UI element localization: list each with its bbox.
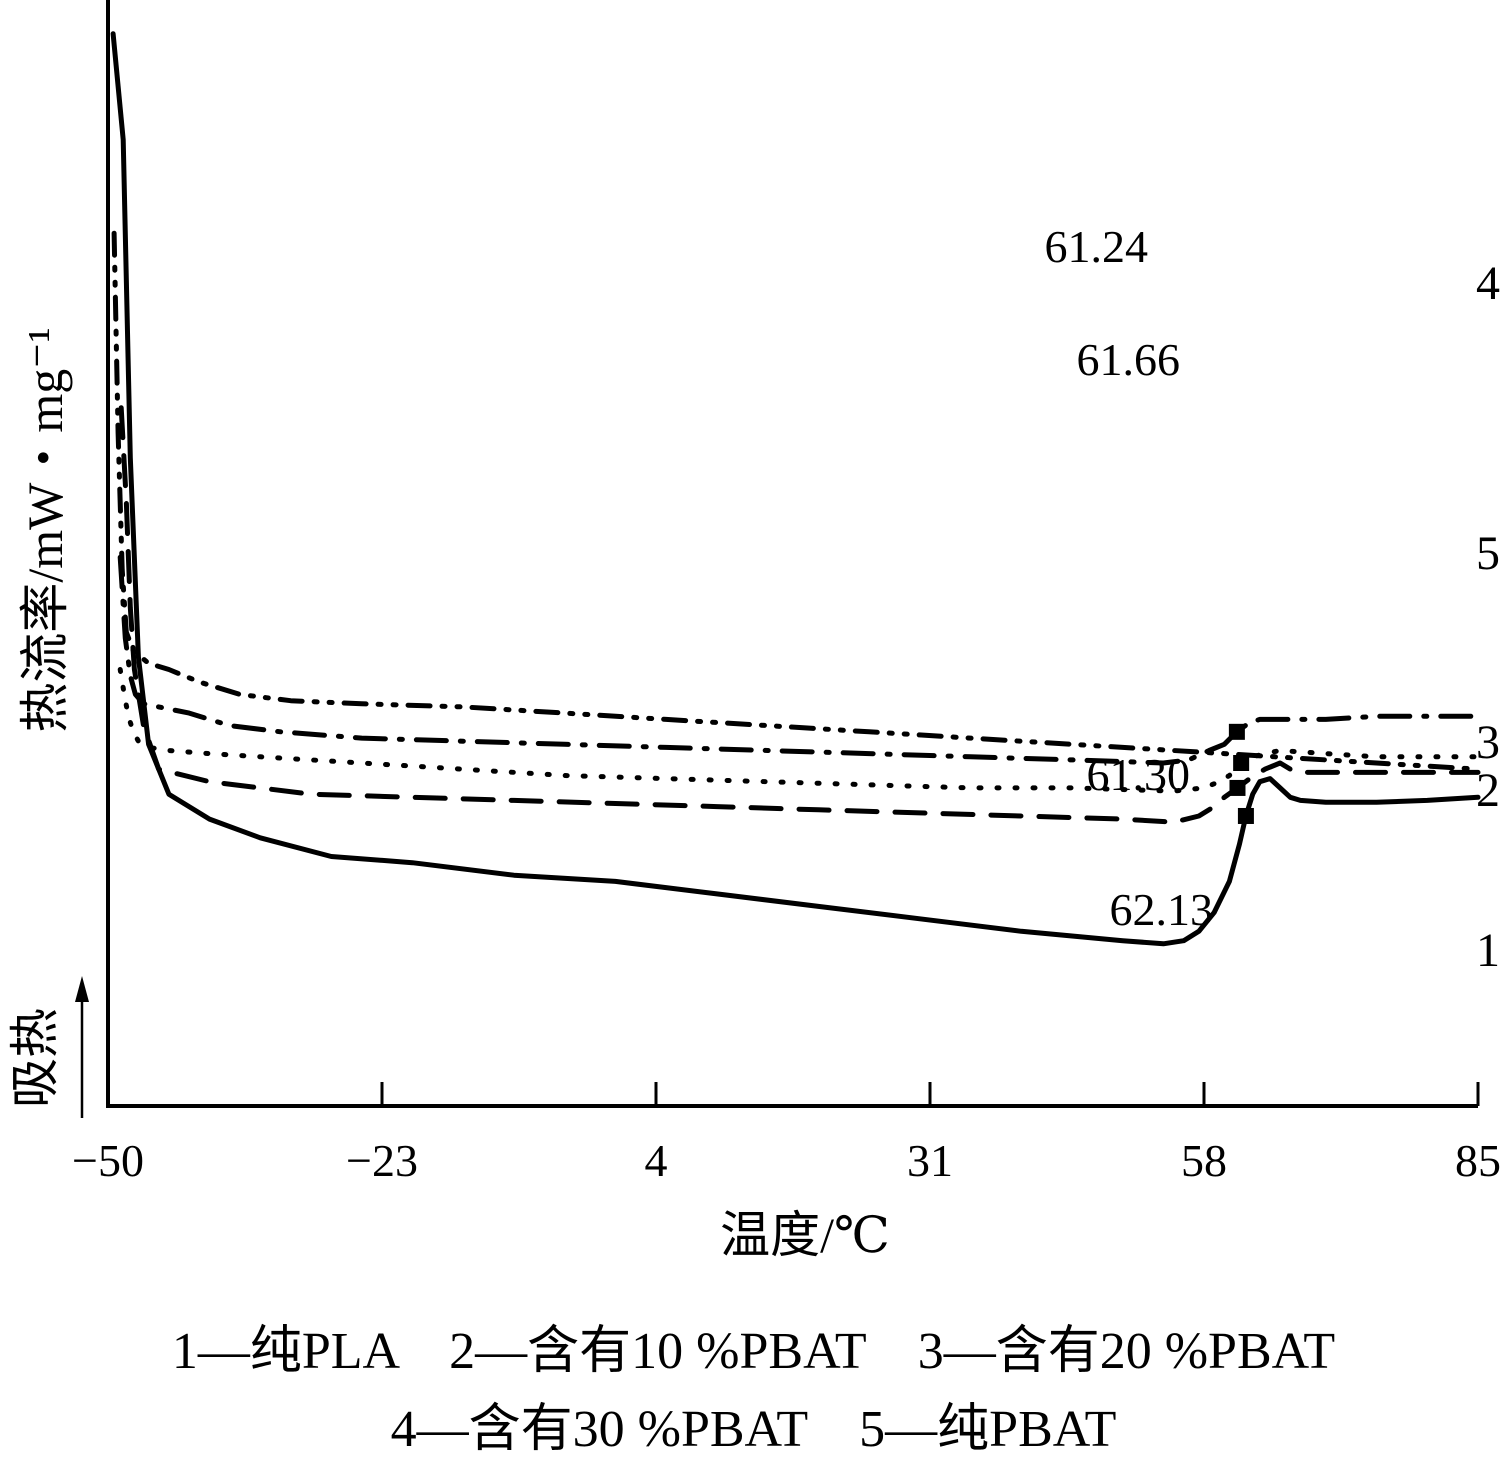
series-label-4: 4: [1476, 257, 1500, 310]
tg-marker-1: [1237, 807, 1254, 824]
series-3-line: [117, 667, 1481, 794]
series-1-line: [110, 31, 1481, 947]
tg-annotation-1: 62.13: [1110, 884, 1214, 935]
series-label-3: 3: [1476, 716, 1500, 769]
endotherm-arrow-icon: [75, 976, 89, 1118]
series-lines: [110, 31, 1481, 947]
x-tick-label-5: 85: [1455, 1135, 1501, 1186]
x-tick-label-0: −50: [72, 1135, 144, 1186]
y-axis-title: 热流率/mW・mg⁻¹: [17, 327, 73, 732]
axes: [106, 0, 1478, 1108]
series-2-line: [118, 405, 1481, 825]
legend-line-2: 4—含有30 %PBAT 5—纯PBAT: [390, 1401, 1117, 1458]
legend-line-1: 1—纯PLA 2—含有10 %PBAT 3—含有20 %PBAT: [171, 1323, 1336, 1380]
annotations: 62.13 1 61.30 2 61.66 3 61.24 4 5: [1045, 221, 1501, 977]
x-tick-label-4: 58: [1181, 1135, 1227, 1186]
series-label-1: 1: [1476, 924, 1500, 977]
x-tick-label-1: −23: [346, 1135, 418, 1186]
x-tick-label-2: 4: [645, 1135, 668, 1186]
tg-annotation-4: 61.24: [1045, 221, 1149, 272]
series-label-5: 5: [1476, 527, 1500, 580]
tg-marker-3: [1233, 755, 1250, 771]
x-tick-label-3: 31: [907, 1135, 953, 1186]
tg-annotation-3: 61.66: [1077, 334, 1181, 385]
x-axis-title: 温度/℃: [720, 1207, 890, 1263]
endotherm-label: 吸热: [7, 1008, 63, 1108]
x-ticks: −50 −23 4 31 58 85: [72, 1082, 1501, 1186]
tg-annotation-2: 61.30: [1087, 749, 1191, 800]
series-4-line: [117, 554, 1481, 766]
tg-marker-2: [1229, 779, 1246, 796]
series-label-2: 2: [1476, 764, 1500, 817]
series-5-line: [111, 230, 1481, 772]
tg-marker-4: [1228, 723, 1245, 740]
